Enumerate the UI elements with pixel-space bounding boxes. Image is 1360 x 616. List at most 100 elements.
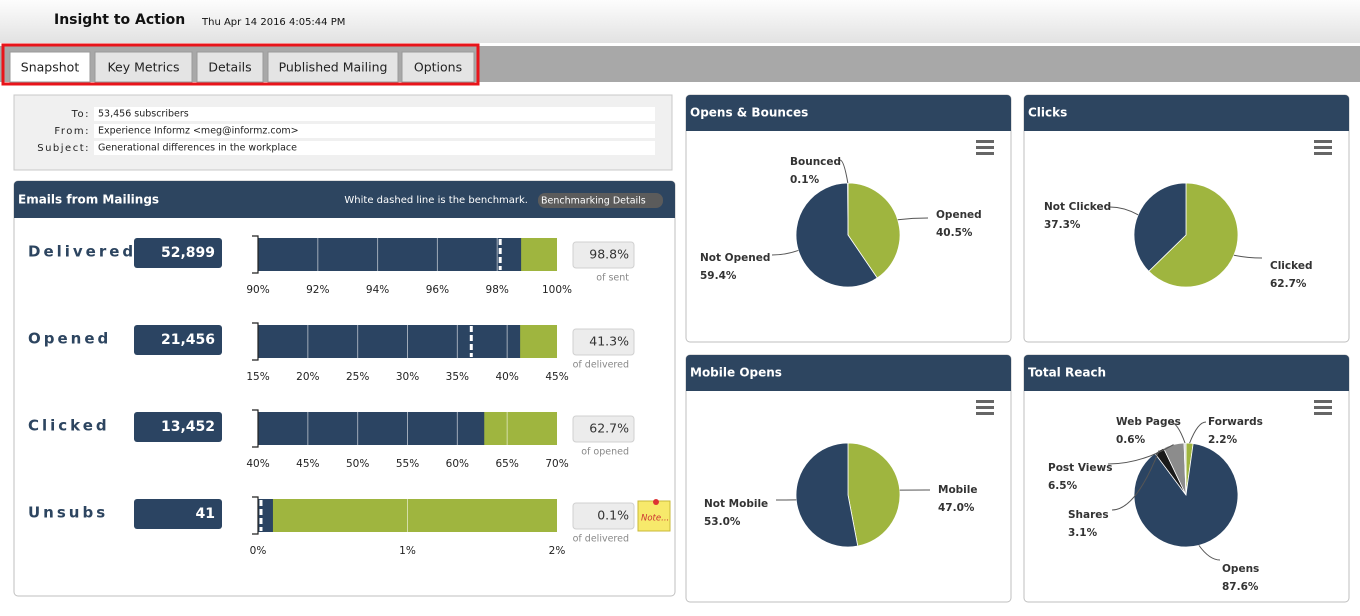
leader-line [1198, 545, 1221, 561]
benchmark-button-label[interactable]: Benchmarking Details [541, 196, 646, 207]
menu-icon[interactable] [976, 400, 994, 403]
count: 41 [196, 506, 215, 522]
tab[interactable] [94, 51, 193, 83]
field-label: From: [54, 126, 90, 137]
menu-icon[interactable] [976, 412, 994, 415]
pie-label: Clicked [1270, 260, 1312, 272]
pie-slice [795, 182, 878, 288]
x-tick-label: 2% [549, 545, 566, 557]
timestamp: Thu Apr 14 2016 4:05:44 PM [201, 17, 345, 28]
tab[interactable] [267, 51, 399, 83]
tab-label[interactable]: Snapshot [21, 60, 80, 75]
mailings-title: Emails from Mailings [18, 193, 159, 207]
tab-label[interactable]: Key Metrics [107, 60, 179, 75]
pie-label: Mobile [938, 484, 978, 496]
count: 52,899 [161, 245, 215, 261]
value-label: 98.8% [589, 247, 629, 262]
note-pin[interactable] [653, 499, 659, 505]
x-tick-label: 70% [545, 458, 568, 470]
row-label: Clicked [28, 417, 110, 435]
value-box [572, 241, 635, 269]
pie-label: Web Pages [1116, 416, 1181, 428]
pie-value-label: 53.0% [704, 516, 741, 528]
tab[interactable] [196, 51, 264, 83]
menu-icon[interactable] [976, 152, 994, 155]
menu-icon[interactable] [976, 406, 994, 409]
field-box [94, 107, 655, 121]
pie-label: Opens [1222, 563, 1259, 575]
menu-icon[interactable] [1314, 412, 1332, 415]
menu-icon[interactable] [1314, 140, 1332, 143]
pie-title: Mobile Opens [690, 366, 782, 380]
pie-header [686, 95, 1011, 131]
field-value: 53,456 subscribers [98, 109, 189, 120]
leader-line [1111, 450, 1160, 511]
value-label: 62.7% [589, 421, 629, 436]
benchmark-note: White dashed line is the benchmark. [344, 195, 528, 206]
tab-label[interactable]: Options [414, 60, 462, 75]
leader-line [771, 249, 799, 256]
x-tick-label: 100% [542, 284, 572, 296]
x-tick-label: 25% [346, 371, 369, 383]
bar [258, 238, 522, 271]
tab-label[interactable]: Details [208, 60, 251, 75]
x-tick-label: 1% [399, 545, 416, 557]
x-tick-label: 92% [306, 284, 329, 296]
pie-title: Clicks [1028, 106, 1067, 120]
pie-value-label: 62.7% [1270, 278, 1307, 290]
x-tick-label: 0% [250, 545, 267, 557]
count-box [134, 325, 222, 355]
value-box [572, 502, 635, 530]
field-box [94, 141, 655, 155]
field-label: To: [71, 109, 90, 120]
top-bar [0, 0, 1360, 43]
benchmark-button[interactable] [538, 193, 663, 208]
pie-label: Not Clicked [1044, 201, 1111, 213]
row-label: Opened [28, 330, 111, 348]
field-value: Experience Informz <meg@informz.com> [98, 126, 299, 137]
value-box [572, 328, 635, 356]
pie-value-label: 6.5% [1048, 480, 1078, 492]
field-value: Generational differences in the workplac… [98, 143, 297, 154]
x-tick-label: 65% [495, 458, 518, 470]
x-tick-label: 40% [246, 458, 269, 470]
row-label: Delivered [28, 243, 136, 261]
basis: of sent [596, 273, 629, 284]
leader-line [1233, 254, 1263, 259]
bar [258, 325, 521, 358]
menu-icon[interactable] [976, 146, 994, 149]
tab[interactable] [401, 51, 475, 83]
menu-icon[interactable] [1314, 406, 1332, 409]
count: 21,456 [161, 332, 215, 348]
x-tick-label: 90% [246, 284, 269, 296]
pie-label: Forwards [1208, 416, 1263, 428]
leader-line [897, 217, 929, 221]
tab-label[interactable]: Published Mailing [279, 60, 388, 75]
x-tick-label: 45% [545, 371, 568, 383]
count: 13,452 [161, 419, 215, 435]
note-icon[interactable] [637, 500, 671, 532]
pie-value-label: 0.6% [1116, 434, 1146, 446]
value-label: 0.1% [597, 508, 629, 523]
x-tick-label: 50% [346, 458, 369, 470]
menu-icon[interactable] [976, 140, 994, 143]
value-box [572, 415, 635, 443]
menu-icon[interactable] [1314, 146, 1332, 149]
pie-slice [1148, 182, 1239, 288]
pie-slice [1133, 182, 1187, 272]
note-label[interactable]: Note... [641, 514, 669, 524]
axis-bracket [252, 322, 259, 361]
value-label: 41.3% [589, 334, 629, 349]
pie-value-label: 47.0% [938, 502, 975, 514]
pie-value-label: 0.1% [790, 174, 820, 186]
pie-value-label: 2.2% [1208, 434, 1238, 446]
highlight-box [1, 43, 480, 86]
axis-bracket [252, 235, 259, 274]
pie-label: Bounced [790, 156, 841, 168]
menu-icon[interactable] [1314, 400, 1332, 403]
axis-bracket [252, 496, 259, 535]
tab[interactable] [9, 51, 91, 83]
x-tick-label: 55% [396, 458, 419, 470]
menu-icon[interactable] [1314, 152, 1332, 155]
pie-value-label: 37.3% [1044, 219, 1081, 231]
